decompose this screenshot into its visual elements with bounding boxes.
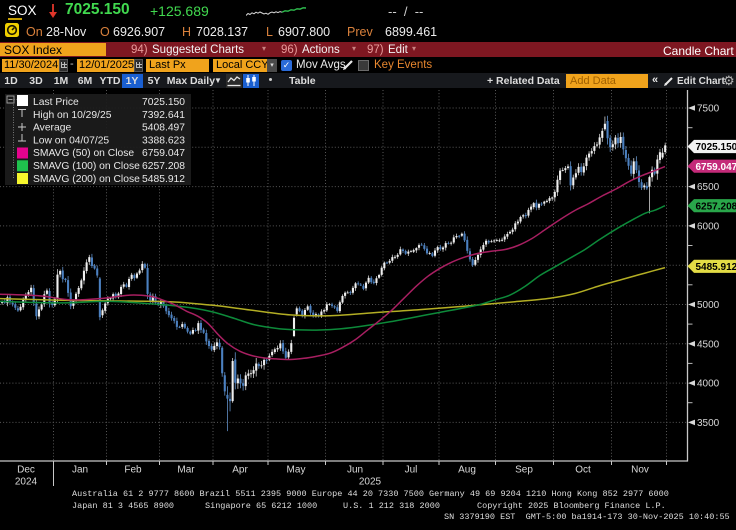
svg-text:Average: Average xyxy=(33,123,71,134)
svg-text:Sep: Sep xyxy=(515,465,533,476)
svg-text:Jun: Jun xyxy=(347,465,363,476)
svg-text:5485.912: 5485.912 xyxy=(696,262,736,273)
svg-text:3388.623: 3388.623 xyxy=(142,135,185,146)
svg-text:7392.641: 7392.641 xyxy=(142,110,185,121)
svg-text:4000: 4000 xyxy=(697,379,720,390)
svg-text:Feb: Feb xyxy=(124,465,142,476)
svg-text:Low on 04/07/25: Low on 04/07/25 xyxy=(33,135,109,146)
svg-text:Aug: Aug xyxy=(458,465,476,476)
svg-text:6257.208: 6257.208 xyxy=(696,201,736,212)
svg-text:Jan: Jan xyxy=(72,465,88,476)
svg-text:2025: 2025 xyxy=(359,477,382,488)
svg-text:6000: 6000 xyxy=(697,221,720,232)
svg-text:4500: 4500 xyxy=(697,339,720,350)
svg-text:SMAVG (50) on Close: SMAVG (50) on Close xyxy=(33,148,134,159)
svg-text:2024: 2024 xyxy=(15,477,38,488)
svg-text:5485.912: 5485.912 xyxy=(142,174,185,185)
svg-text:Jul: Jul xyxy=(405,465,418,476)
svg-text:6759.047: 6759.047 xyxy=(142,148,185,159)
svg-text:May: May xyxy=(287,465,306,476)
svg-text:Mar: Mar xyxy=(177,465,195,476)
svg-text:6759.047: 6759.047 xyxy=(696,162,736,173)
svg-text:Last Price: Last Price xyxy=(33,97,79,108)
svg-text:3500: 3500 xyxy=(697,418,720,429)
svg-text:Nov: Nov xyxy=(631,465,649,476)
svg-text:Apr: Apr xyxy=(232,465,248,476)
svg-text:5000: 5000 xyxy=(697,300,720,311)
svg-text:6257.208: 6257.208 xyxy=(142,161,185,172)
svg-text:6500: 6500 xyxy=(697,182,720,193)
svg-text:High on 10/29/25: High on 10/29/25 xyxy=(33,110,112,121)
svg-text:Dec: Dec xyxy=(17,465,35,476)
svg-text:7025.150: 7025.150 xyxy=(696,142,736,153)
svg-text:5408.497: 5408.497 xyxy=(142,123,185,134)
svg-text:7500: 7500 xyxy=(697,104,720,115)
svg-text:7025.150: 7025.150 xyxy=(142,97,185,108)
svg-text:Oct: Oct xyxy=(575,465,591,476)
svg-text:SMAVG (200) on Close: SMAVG (200) on Close xyxy=(33,174,140,185)
svg-text:SMAVG (100) on Close: SMAVG (100) on Close xyxy=(33,161,140,172)
